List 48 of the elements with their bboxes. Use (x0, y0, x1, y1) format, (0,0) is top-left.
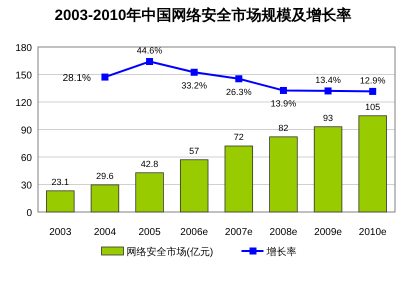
data-label: 82 (278, 122, 288, 133)
bar (46, 190, 75, 212)
x-tick-label: 2008e (270, 227, 298, 238)
data-label: 28.1% (62, 73, 92, 84)
point (324, 87, 332, 94)
data-label: 57 (189, 146, 200, 156)
data-label: 23.1 (52, 176, 70, 187)
data-label: 105 (365, 102, 380, 112)
data-label: 13.4% (315, 74, 341, 85)
data-label: 42.8 (140, 158, 158, 169)
x-tick-label: 2003 (49, 227, 72, 238)
data-label: 44.6% (136, 46, 162, 56)
y-tick-label: 120 (15, 98, 32, 109)
y-tick-label: 90 (20, 126, 32, 136)
x-tick-label: 2009e (314, 227, 342, 238)
point (190, 68, 198, 76)
point (369, 88, 376, 95)
data-label: 93 (323, 112, 334, 123)
data-label: 33.2% (181, 80, 207, 90)
bar (358, 115, 387, 212)
bar (269, 136, 298, 212)
data-label: 72 (234, 132, 244, 142)
bar (90, 184, 120, 212)
x-tick-label: 2004 (94, 227, 116, 238)
y-tick-label: 60 (20, 153, 32, 164)
data-label: 29.6 (96, 170, 114, 181)
legend-label: 增长率 (266, 246, 296, 258)
x-tick-label: 2007e (224, 227, 254, 238)
data-label: 26.3% (226, 86, 252, 97)
x-tick-label: 2010e (358, 227, 388, 238)
bar (314, 126, 342, 212)
bar (180, 159, 208, 212)
bar (135, 172, 164, 212)
x-tick-label: 2006e (180, 227, 209, 238)
point (235, 75, 242, 82)
chart-title: 2003-2010年中国网络安全市场规模及增长率 (54, 6, 352, 24)
point (280, 86, 287, 94)
x-tick-label: 2005 (138, 227, 162, 238)
legend-label: 网络安全市场(亿元) (126, 246, 214, 258)
point (146, 58, 154, 66)
point (101, 74, 108, 81)
y-tick-label: 0 (26, 208, 32, 219)
data-label: 13.9% (270, 98, 296, 108)
y-tick-label: 180 (15, 43, 32, 54)
y-tick-label: 150 (15, 70, 32, 82)
bar (224, 146, 254, 212)
data-label: 12.9% (360, 75, 386, 86)
y-tick-label: 30 (20, 180, 32, 192)
